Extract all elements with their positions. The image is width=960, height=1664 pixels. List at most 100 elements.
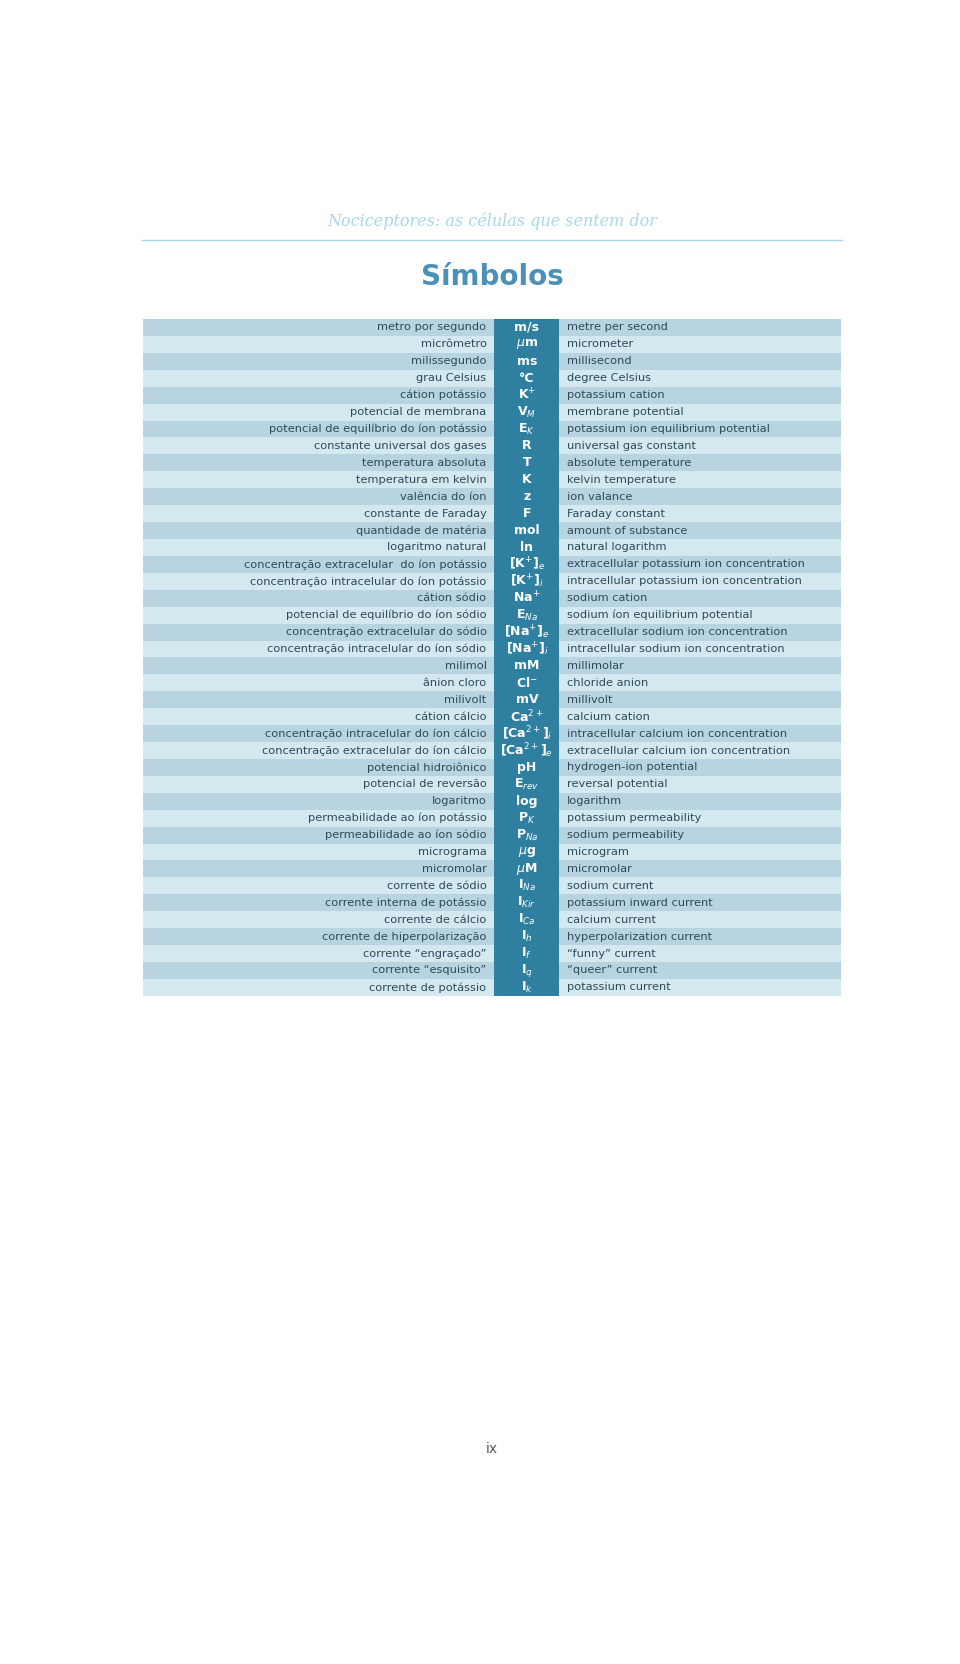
Bar — [143, 607, 841, 624]
Text: I$_{Na}$: I$_{Na}$ — [517, 879, 536, 894]
Bar — [494, 929, 560, 945]
Text: $\mu$g: $\mu$g — [517, 845, 536, 859]
Text: logaritmo natural: logaritmo natural — [387, 542, 487, 552]
Text: kelvin temperature: kelvin temperature — [567, 474, 676, 484]
Bar — [494, 978, 560, 995]
Text: concentração intracelular do íon sódio: concentração intracelular do íon sódio — [268, 644, 487, 654]
Text: millimolar: millimolar — [567, 661, 624, 671]
Text: potencial de reversão: potencial de reversão — [363, 779, 487, 789]
Text: logaritmo: logaritmo — [432, 797, 487, 807]
Bar — [494, 657, 560, 674]
Text: constante de Faraday: constante de Faraday — [364, 509, 487, 519]
Text: extracellular potassium ion concentration: extracellular potassium ion concentratio… — [567, 559, 805, 569]
Bar — [143, 421, 841, 438]
Bar — [494, 860, 560, 877]
Text: amount of substance: amount of substance — [567, 526, 687, 536]
Bar — [143, 912, 841, 929]
Text: quantidade de matéria: quantidade de matéria — [356, 526, 487, 536]
Text: cátion sódio: cátion sódio — [418, 594, 487, 604]
Text: I$_{f}$: I$_{f}$ — [521, 947, 533, 962]
Text: temperatura em kelvin: temperatura em kelvin — [356, 474, 487, 484]
Text: concentração extracelular  do íon potássio: concentração extracelular do íon potássi… — [244, 559, 487, 569]
Text: Ca$^{2+}$: Ca$^{2+}$ — [510, 709, 543, 726]
Text: mM: mM — [515, 659, 540, 672]
Bar — [143, 844, 841, 860]
Text: potencial de equilíbrio do íon sódio: potencial de equilíbrio do íon sódio — [286, 611, 487, 621]
Text: E$_{rev}$: E$_{rev}$ — [515, 777, 540, 792]
Bar — [143, 709, 841, 726]
Text: grau Celsius: grau Celsius — [417, 373, 487, 383]
Text: metro por segundo: metro por segundo — [377, 323, 487, 333]
Text: intracellular calcium ion concentration: intracellular calcium ion concentration — [567, 729, 787, 739]
Bar — [143, 726, 841, 742]
Text: sodium íon equilibrium potential: sodium íon equilibrium potential — [567, 611, 753, 621]
Text: potencial hidroiônico: potencial hidroiônico — [367, 762, 487, 772]
Bar — [494, 404, 560, 421]
Text: potassium permeability: potassium permeability — [567, 814, 702, 824]
Text: constante universal dos gases: constante universal dos gases — [314, 441, 487, 451]
Text: intracellular potassium ion concentration: intracellular potassium ion concentratio… — [567, 576, 802, 586]
Bar — [143, 657, 841, 674]
Text: concentração intracelular do íon cálcio: concentração intracelular do íon cálcio — [265, 729, 487, 739]
Bar — [143, 589, 841, 607]
Text: E$_{Na}$: E$_{Na}$ — [516, 607, 538, 622]
Bar — [143, 792, 841, 810]
Bar — [494, 877, 560, 894]
Bar — [494, 353, 560, 369]
Bar — [494, 894, 560, 912]
Bar — [143, 962, 841, 978]
Text: Na$^{+}$: Na$^{+}$ — [514, 591, 540, 606]
Text: Cl$^{-}$: Cl$^{-}$ — [516, 676, 538, 691]
Bar — [143, 336, 841, 353]
Text: corrente “esquisito”: corrente “esquisito” — [372, 965, 487, 975]
Text: E$_{K}$: E$_{K}$ — [518, 421, 536, 436]
Text: mV: mV — [516, 694, 539, 706]
Text: Símbolos: Símbolos — [420, 263, 564, 291]
Text: potassium ion equilibrium potential: potassium ion equilibrium potential — [567, 424, 770, 434]
Text: P$_{K}$: P$_{K}$ — [518, 810, 536, 825]
Text: cátion cálcio: cátion cálcio — [415, 712, 487, 722]
Bar — [494, 506, 560, 522]
Bar — [494, 827, 560, 844]
Text: °C: °C — [519, 371, 535, 384]
Bar — [494, 726, 560, 742]
Text: [K$^{+}$]$_{i}$: [K$^{+}$]$_{i}$ — [510, 572, 543, 591]
Bar — [494, 421, 560, 438]
Text: corrente de cálcio: corrente de cálcio — [384, 915, 487, 925]
Text: calcium current: calcium current — [567, 915, 657, 925]
Text: corrente de sódio: corrente de sódio — [387, 880, 487, 890]
Bar — [494, 775, 560, 792]
Text: corrente de potássio: corrente de potássio — [370, 982, 487, 993]
Bar — [143, 775, 841, 792]
Text: extracellular sodium ion concentration: extracellular sodium ion concentration — [567, 627, 788, 637]
Bar — [143, 877, 841, 894]
Bar — [494, 641, 560, 657]
Bar — [494, 319, 560, 336]
Bar — [143, 386, 841, 404]
Text: [Ca$^{2+}$]$_{i}$: [Ca$^{2+}$]$_{i}$ — [502, 724, 552, 742]
Text: I$_{k}$: I$_{k}$ — [521, 980, 533, 995]
Bar — [494, 759, 560, 775]
Text: corrente de hiperpolarização: corrente de hiperpolarização — [323, 932, 487, 942]
Bar — [143, 572, 841, 589]
Text: [K$^{+}$]$_{e}$: [K$^{+}$]$_{e}$ — [509, 556, 545, 572]
Bar — [494, 336, 560, 353]
Text: $\mu$M: $\mu$M — [516, 860, 538, 877]
Bar — [143, 674, 841, 691]
Bar — [143, 860, 841, 877]
Bar — [494, 810, 560, 827]
Bar — [143, 471, 841, 488]
Bar — [494, 454, 560, 471]
Text: Nociceptores: as células que sentem dor: Nociceptores: as células que sentem dor — [327, 213, 657, 230]
Text: valência do íon: valência do íon — [400, 491, 487, 503]
Text: ln: ln — [520, 541, 534, 554]
Bar — [494, 488, 560, 506]
Bar — [143, 319, 841, 336]
Text: millivolt: millivolt — [567, 696, 612, 706]
Bar — [494, 369, 560, 386]
Text: micrograma: micrograma — [418, 847, 487, 857]
Text: concentração extracelular do íon cálcio: concentração extracelular do íon cálcio — [262, 745, 487, 755]
Bar — [494, 556, 560, 572]
Text: $\mu$m: $\mu$m — [516, 338, 538, 351]
Text: chloride anion: chloride anion — [567, 677, 648, 687]
